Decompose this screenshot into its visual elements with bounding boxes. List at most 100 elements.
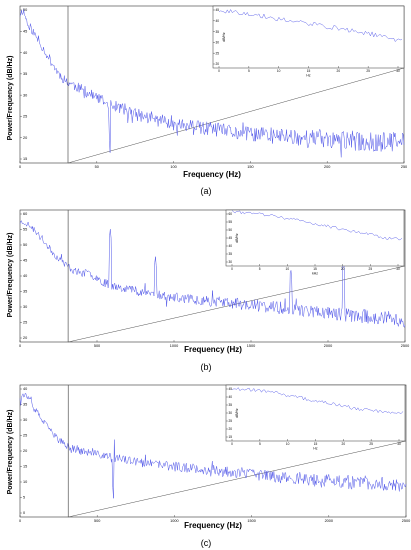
panel-b-x-tick-label: 2000 bbox=[324, 344, 332, 348]
panel-a-inset-x-tick-label: 10 bbox=[277, 69, 281, 73]
panel-a-x-tick-label: 250 bbox=[401, 165, 407, 169]
panel-b-y-tick-label: 20 bbox=[23, 336, 27, 340]
panel-c-caption: (c) bbox=[201, 538, 212, 548]
panel-c-inset-y-tick-label: 35 bbox=[229, 403, 233, 407]
panel-a-y-tick-label: 30 bbox=[23, 93, 27, 97]
panel-b-inset-y-tick-label: 50 bbox=[229, 228, 233, 232]
panel-c-y-tick-label: 0 bbox=[23, 511, 25, 515]
panel-c-inset-x-tick-label: 5 bbox=[259, 442, 261, 446]
panel-a-caption: (a) bbox=[201, 186, 212, 196]
panel-a-inset-y-tick-label: 20 bbox=[216, 62, 220, 66]
panel-a-inset-x-tick-label: 25 bbox=[366, 69, 370, 73]
panel-c-x-tick-label: 500 bbox=[94, 519, 100, 523]
panel-a-inset-trace bbox=[218, 9, 403, 43]
panel-a-ylabel: Power/Frequency (dB/Hz) bbox=[7, 56, 14, 141]
panel-c-y-tick-label: 10 bbox=[23, 480, 27, 484]
panel-a-inset-x-tick-label: 5 bbox=[248, 69, 250, 73]
panel-b-y-tick-label: 60 bbox=[23, 212, 27, 216]
panel-c-x-tick-label: 1000 bbox=[170, 519, 178, 523]
panel-a-x-tick-label: 200 bbox=[324, 165, 330, 169]
panel-a-inset-y-tick-label: 45 bbox=[216, 8, 220, 12]
panel-a-inset-y-tick-label: 25 bbox=[216, 51, 220, 55]
panel-c-x-tick-label: 2500 bbox=[402, 519, 410, 523]
panel-c-y-tick-label: 15 bbox=[23, 465, 27, 469]
panel-b-inset-x-tick-label: 30 bbox=[396, 267, 400, 271]
panel-b-inset-y-tick-label: 40 bbox=[229, 244, 233, 248]
panel-b-y-tick-label: 50 bbox=[23, 243, 27, 247]
panel-c-y-tick-label: 5 bbox=[23, 496, 25, 500]
panel-b-inset-y-tick-label: 45 bbox=[229, 236, 233, 240]
panel-b-inset-x-tick-label: 10 bbox=[286, 267, 290, 271]
panel-c-zoom-connector bbox=[68, 440, 407, 518]
panel-c-inset-y-tick-label: 40 bbox=[229, 395, 233, 399]
panel-c-inset-x-tick-label: 15 bbox=[314, 442, 318, 446]
panel-c-inset-y-tick-label: 30 bbox=[229, 411, 233, 415]
panel-a-y-tick-label: 50 bbox=[23, 8, 27, 12]
panel-b-inset-y-tick-label: 30 bbox=[229, 260, 233, 264]
panel-b-y-tick-label: 35 bbox=[23, 290, 27, 294]
panel-b-inset-trace bbox=[231, 210, 403, 241]
panel-c-psd-trace bbox=[19, 392, 407, 499]
panel-b-caption: (b) bbox=[201, 362, 212, 372]
panel-c-y-tick-label: 35 bbox=[23, 403, 27, 407]
panel-c-inset-ylabel: dB/Hz bbox=[235, 408, 239, 418]
panel-a-zoom-connector bbox=[67, 67, 405, 164]
panel-b-y-tick-label: 25 bbox=[23, 321, 27, 325]
panel-b-y-tick-label: 45 bbox=[23, 259, 27, 263]
panel-b-x-tick-label: 0 bbox=[19, 344, 21, 348]
panel-a-y-tick-label: 45 bbox=[23, 29, 27, 33]
panel-c-inset-x-tick-label: 0 bbox=[231, 442, 233, 446]
panel-a-inset-ylabel: dB/Hz bbox=[222, 32, 226, 42]
panel-a-x-tick-label: 100 bbox=[170, 165, 176, 169]
panel-b-y-tick-label: 55 bbox=[23, 228, 27, 232]
panel-a-inset-xlabel: Hz bbox=[306, 74, 310, 78]
panel-b-inset: 0 5 10 15 20 25 30 60 55 50 45 40 35 30 kHz dB/Hz bbox=[225, 209, 405, 276]
panel-b-x-tick-label: 500 bbox=[94, 344, 100, 348]
panel-b-inset-x-tick-label: 20 bbox=[341, 267, 345, 271]
panel-c-ylabel: Power/Frequency (dB/Hz) bbox=[7, 410, 14, 495]
panel-b-inset-ylabel: dB/Hz bbox=[235, 233, 239, 243]
panel-b-xlabel: Frequency (Hz) bbox=[184, 345, 242, 354]
panel-a-inset-y-tick-label: 30 bbox=[216, 41, 220, 45]
panel-b-x-tick-label: 1000 bbox=[170, 344, 178, 348]
panel-c-inset-trace bbox=[231, 387, 404, 414]
panel-b-x-tick-label: 2500 bbox=[401, 344, 409, 348]
panel-a-inset-y-tick-label: 35 bbox=[216, 30, 220, 34]
panel-c-inset-y-tick-label: 45 bbox=[229, 387, 233, 391]
panel-a-xlabel: Frequency (Hz) bbox=[183, 170, 241, 179]
panel-c-y-tick-label: 40 bbox=[23, 387, 27, 391]
panel-a-x-tick-label: 0 bbox=[19, 165, 21, 169]
panel-b-inset-x-tick-label: 15 bbox=[313, 267, 317, 271]
panel-b-inset-x-tick-label: 0 bbox=[231, 267, 233, 271]
panel-a-inset-x-tick-label: 30 bbox=[396, 69, 400, 73]
panel-c-inset-x-tick-label: 25 bbox=[369, 442, 373, 446]
panel-b-inset-y-tick-label: 35 bbox=[229, 252, 233, 256]
panel-c-inset-x-tick-label: 20 bbox=[342, 442, 346, 446]
panel-b-y-tick-label: 40 bbox=[23, 274, 27, 278]
panel-b-inset-y-tick-label: 60 bbox=[229, 212, 233, 216]
panel-c-x-tick-label: 0 bbox=[19, 519, 21, 523]
panel-a-inset-y-tick-label: 40 bbox=[216, 19, 220, 23]
panel-c-inset-y-tick-label: 25 bbox=[229, 419, 233, 423]
panel-b-inset-frame bbox=[225, 209, 405, 267]
panel-a-y-tick-label: 25 bbox=[23, 115, 27, 119]
panel-b-inset-x-tick-label: 5 bbox=[259, 267, 261, 271]
panel-c-xlabel: Frequency (Hz) bbox=[184, 521, 242, 530]
panel-a-psd-trace bbox=[19, 9, 405, 158]
panel-c-inset-x-tick-label: 30 bbox=[397, 442, 401, 446]
panel-a-inset-x-tick-label: 20 bbox=[337, 69, 341, 73]
panel-c-x-tick-label: 1500 bbox=[247, 519, 255, 523]
panel-a-y-tick-label: 15 bbox=[23, 157, 27, 161]
panel-b-x-tick-label: 1500 bbox=[247, 344, 255, 348]
panel-c-inset-y-tick-label: 15 bbox=[229, 435, 233, 439]
panel-a-y-tick-label: 20 bbox=[23, 136, 27, 140]
panel-a-inset: 0 5 10 15 20 25 30 45 40 35 30 25 20 Hz dB/Hz bbox=[212, 5, 405, 78]
panel-a-inset-frame bbox=[212, 5, 405, 69]
panel-b-ylabel: Power/Frequency (dB/Hz) bbox=[7, 233, 14, 318]
